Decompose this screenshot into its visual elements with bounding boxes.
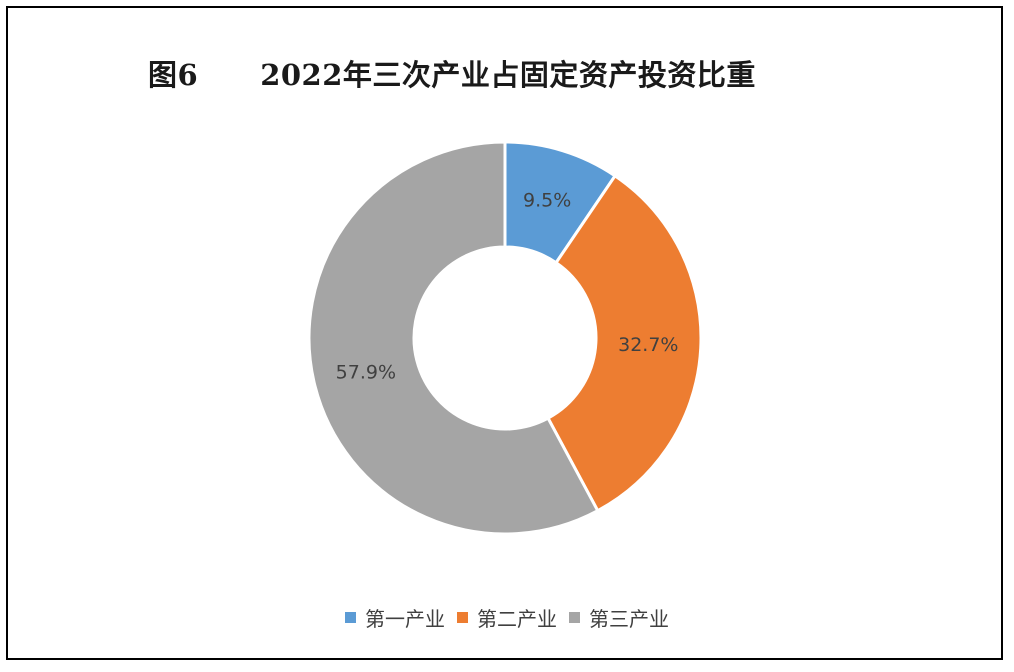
legend-swatch-2 [457,612,468,623]
figure-number: 图6 [148,58,199,92]
legend-item-2: 第二产业 [457,603,557,632]
legend-swatch-1 [345,612,356,623]
legend-swatch-3 [569,612,580,623]
legend-item-1: 第一产业 [345,603,445,632]
legend-label-3: 第三产业 [589,607,669,631]
title-text: 2022年三次产业占固定资产投资比重 [260,58,756,92]
slice-label-3: 57.9% [336,361,396,383]
donut-slice-2 [546,173,703,513]
legend: 第一产业 第二产业 第三产业 [0,603,1014,632]
slice-label-2: 32.7% [618,334,678,356]
chart-frame [6,6,1003,660]
legend-item-3: 第三产业 [569,603,669,632]
legend-label-2: 第二产业 [477,607,557,631]
donut-slice-3 [307,140,600,536]
slice-label-1: 9.5% [523,189,571,211]
chart-title: 图6 2022年三次产业占固定资产投资比重 [148,52,756,94]
legend-label-1: 第一产业 [365,607,445,631]
